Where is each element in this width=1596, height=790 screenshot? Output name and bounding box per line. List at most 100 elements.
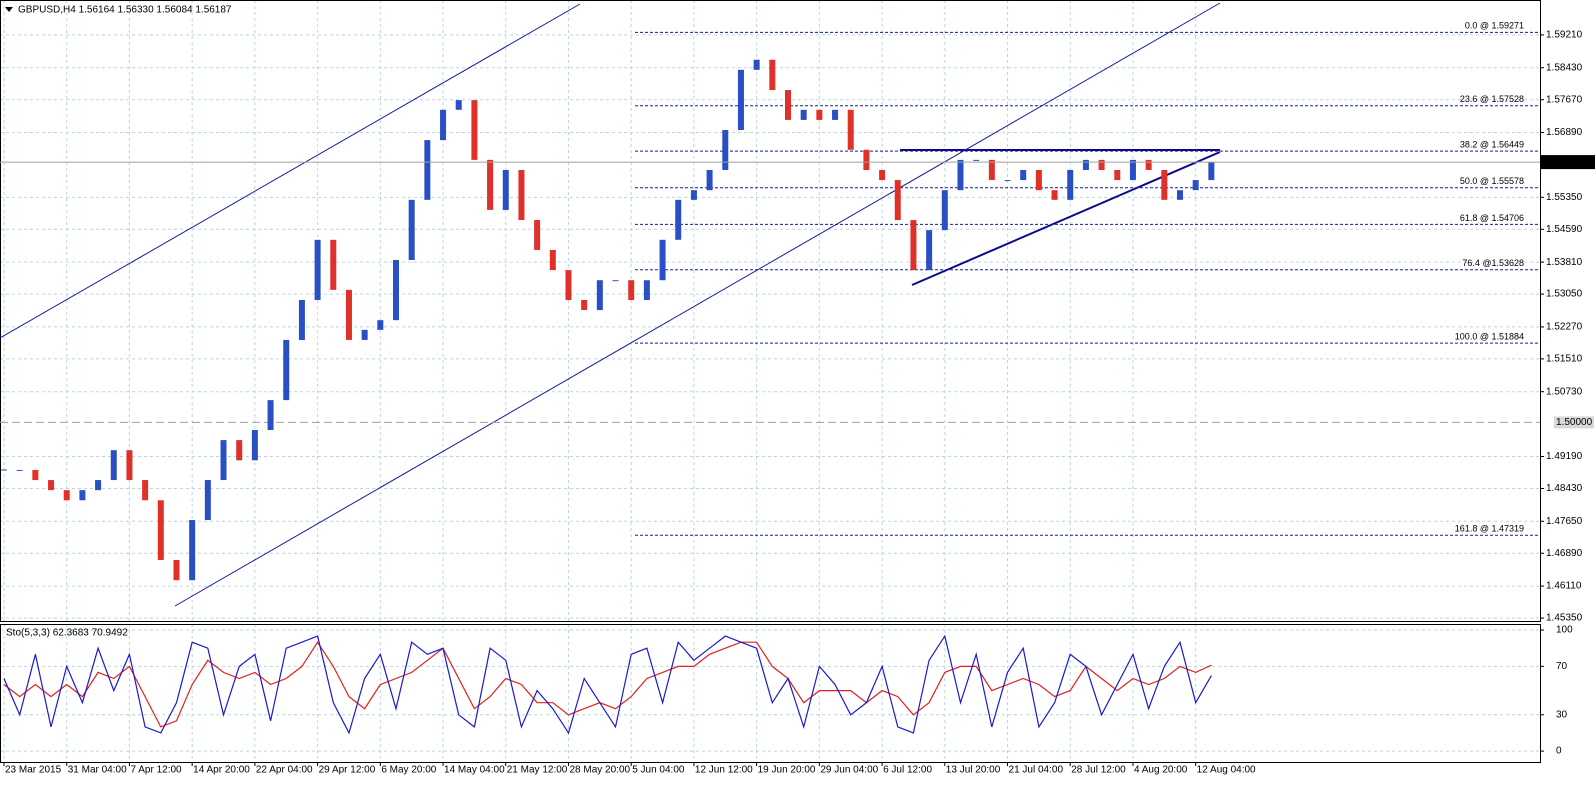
y-tick-label: 30 [1556,709,1568,720]
level-label-box [1554,416,1594,429]
x-tick-label: 13 Jul 20:00 [946,765,1001,776]
price-bar [565,270,572,300]
price-bar [879,169,886,181]
price-bar [471,100,478,160]
price-bar [1020,169,1027,181]
price-bar [769,59,776,91]
price-bar [832,109,839,120]
x-tick-label: 12 Jun 12:00 [695,765,753,776]
price-bar [1035,169,1042,191]
menu-arrow[interactable] [5,7,13,12]
y-tick-label: 1.45350 [1546,613,1583,624]
price-bar [706,169,713,191]
price-bar [345,289,352,340]
price-bar [236,440,243,461]
price-bar [32,469,39,481]
price-bar [1192,180,1199,191]
price-bar [502,169,509,210]
fib-label: 50.0 @ 1.55578 [1460,176,1524,186]
price-bar [283,339,290,401]
price-bar [126,450,133,481]
price-bar [298,299,305,340]
price-bar [690,190,697,200]
price-bar [251,429,258,461]
y-tick-label: 70 [1556,661,1568,672]
channel-lower [174,2,1221,607]
price-bar [800,109,807,120]
price-bar [737,69,744,131]
price-bar [330,239,337,290]
price-bar [753,59,760,70]
price-bar [722,130,729,170]
x-tick-label: 5 Jun 04:00 [632,765,685,776]
y-tick-label: 1.46110 [1546,581,1582,592]
y-tick-label: 1.51510 [1546,354,1583,365]
x-tick-label: 22 Apr 04:00 [256,765,313,776]
x-tick-label: 28 May 20:00 [569,765,630,776]
stoch-line [3,641,1212,728]
channel-upper [0,3,581,339]
price-bar [1114,169,1121,181]
price-bar [1082,159,1089,170]
price-bar [1067,169,1074,200]
x-tick-label: 4 Aug 20:00 [1134,765,1188,776]
price-bar [1098,159,1105,170]
y-tick-label: 1.53050 [1546,289,1583,300]
price-bar [643,280,650,300]
chart-title: GBPUSD,H4 1.56164 1.56330 1.56084 1.5618… [18,5,232,16]
stoch-title: Sto(5,3,3) 62.3683 70.9492 [6,628,128,639]
stoch-panel [0,624,1541,763]
x-tick-label: 29 Apr 12:00 [319,765,376,776]
price-bar [581,299,588,311]
price-bar [1161,169,1168,200]
price-bar [267,400,274,430]
price-bar [455,100,462,110]
y-tick-label: 1.49190 [1546,451,1583,462]
price-bar [1129,159,1136,181]
y-tick-label: 1.53810 [1546,257,1583,268]
price-bar [173,559,180,581]
price-bar [63,490,70,501]
price-bar [1145,159,1152,170]
y-tick-label: 1.57670 [1546,94,1583,105]
price-bar [847,109,854,150]
price-bar [941,190,948,231]
price-bar [408,199,415,261]
price-bar [534,220,541,250]
y-tick-label: 1.50730 [1546,386,1583,397]
price-bar [926,230,933,271]
price-bar [549,249,556,271]
y-tick-label: 1.47650 [1546,516,1583,527]
price-bar [95,480,102,491]
last-price-box [1541,155,1595,170]
price-bar [973,159,980,161]
fib-label: 161.8 @ 1.47319 [1455,524,1524,534]
x-tick-label: 21 May 12:00 [507,765,568,776]
triangle-bottom [911,151,1221,286]
price-bar [440,109,447,141]
x-tick-label: 7 Apr 12:00 [130,765,182,776]
fib-label: 38.2 @ 1.56449 [1460,139,1524,149]
y-tick-label: 1.48430 [1546,483,1583,494]
grid-layer [0,0,1540,762]
fib-label: 100.0 @ 1.51884 [1455,332,1524,342]
price-bar [628,280,635,300]
fib-label: 61.8 @ 1.54706 [1460,213,1524,223]
fib-label: 0.0 @ 1.59271 [1465,21,1524,31]
x-tick-label: 28 Jul 12:00 [1071,765,1126,776]
price-bar [79,490,86,501]
price-bar [314,239,321,300]
x-tick-label: 23 Mar 2015 [5,765,62,776]
x-tick-label: 14 May 04:00 [444,765,505,776]
price-bar [675,199,682,240]
price-bar [612,280,619,282]
y-tick-label: 0 [1556,746,1562,757]
level-label: 1.50000 [1556,417,1593,428]
y-tick-label: 1.59210 [1546,30,1583,41]
y-tick-label: 1.54590 [1546,224,1583,235]
stoch-line [3,634,1212,735]
y-tick-label: 1.46890 [1546,548,1583,559]
y-tick-label: 1.52270 [1546,322,1583,333]
